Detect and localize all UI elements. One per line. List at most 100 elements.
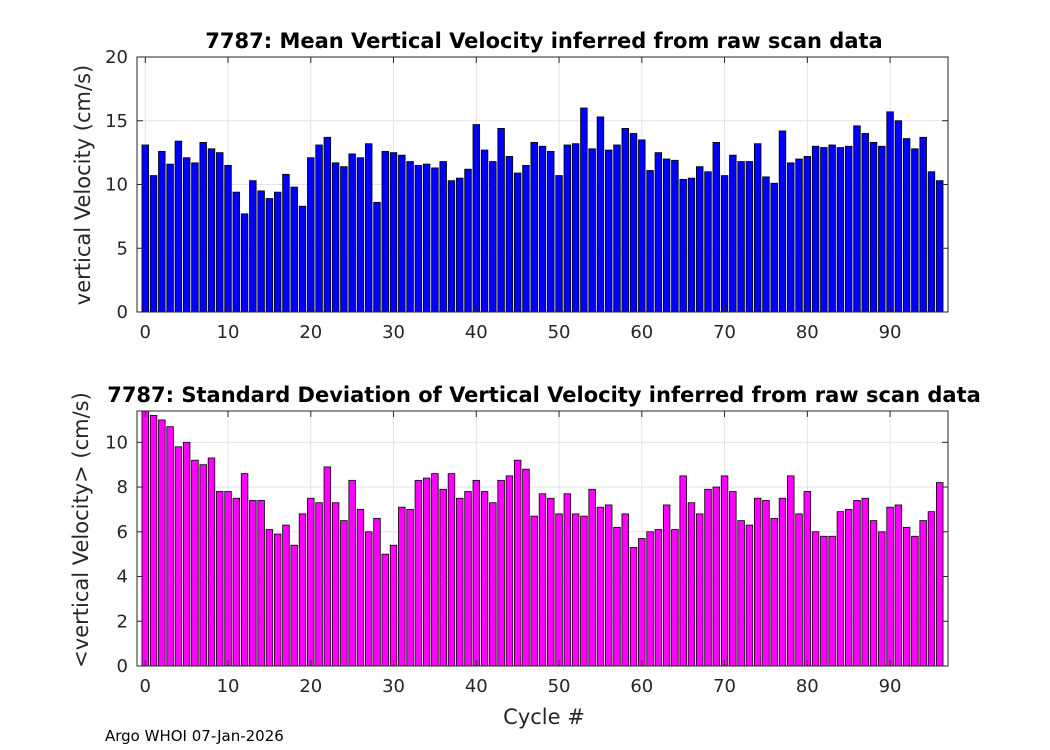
y-tick-label: 20 <box>105 47 128 68</box>
x-tick-label: 30 <box>382 322 405 343</box>
top-y-axis-label: vertical Velocity (cm/s) <box>71 65 95 305</box>
mean-velocity-chart: 0 10 20 30 40 50 60 70 80 90 0 5 10 15 20 7787: Mean V… <box>71 29 949 343</box>
y-tick-label: 0 <box>117 302 128 323</box>
x-tick-label: 90 <box>879 322 902 343</box>
bar <box>422 477 431 667</box>
bar <box>232 497 241 667</box>
bar <box>629 547 638 667</box>
x-tick-label: 60 <box>630 322 653 343</box>
x-tick-label: 80 <box>796 322 819 343</box>
bar <box>489 502 497 667</box>
bar <box>340 166 348 313</box>
bar <box>696 513 704 667</box>
bar <box>737 161 745 313</box>
bar <box>662 504 671 667</box>
bar <box>787 475 795 667</box>
x-tick-label: 30 <box>382 676 405 697</box>
bar <box>853 125 861 313</box>
bar <box>811 145 820 313</box>
bar <box>298 513 307 667</box>
x-tick-label: 50 <box>548 676 571 697</box>
bar <box>704 488 712 667</box>
bar <box>439 161 447 313</box>
bar <box>638 538 646 667</box>
bar <box>596 116 605 313</box>
bar <box>373 201 381 313</box>
bar <box>398 506 406 667</box>
x-tick-label: 60 <box>630 676 653 697</box>
bar <box>571 143 580 313</box>
bar <box>555 175 563 313</box>
bar <box>505 156 514 313</box>
bar <box>778 497 787 667</box>
bar <box>216 152 224 313</box>
bar <box>364 531 373 667</box>
bar <box>207 148 216 313</box>
bar <box>414 164 423 313</box>
bar <box>547 497 555 667</box>
bar <box>182 157 191 313</box>
bar <box>472 479 481 667</box>
bar <box>836 511 845 667</box>
bar <box>158 150 166 313</box>
bar <box>902 526 911 667</box>
bar <box>191 459 199 667</box>
x-tick-label: 0 <box>140 676 151 697</box>
bar <box>588 148 596 313</box>
bar <box>464 491 472 667</box>
bar <box>381 150 389 313</box>
bar <box>745 524 754 667</box>
bar <box>836 147 845 313</box>
footer-credit: Argo WHOI 07-Jan-2026 <box>105 727 284 745</box>
bottom-y-axis-label: <vertical Velocity> (cm/s) <box>69 392 93 668</box>
bottom-ticks: 0 10 20 30 40 50 60 70 80 90 0 2 4 6 8 10 <box>105 411 948 697</box>
bar <box>844 509 853 667</box>
bar <box>240 213 249 313</box>
bar <box>729 491 737 667</box>
bar <box>389 544 398 667</box>
bar <box>224 491 232 667</box>
bar <box>298 205 307 313</box>
bar <box>364 143 373 313</box>
bar <box>927 511 936 667</box>
bar <box>919 136 927 313</box>
bar <box>886 506 894 667</box>
bar <box>555 513 563 667</box>
bar <box>613 144 621 313</box>
bar <box>265 529 274 667</box>
bar <box>141 410 149 667</box>
bar <box>414 479 423 667</box>
bar <box>282 173 290 313</box>
bottom-axes-frame <box>136 410 949 667</box>
bar <box>257 500 265 667</box>
bar <box>431 167 439 313</box>
bar <box>927 171 936 313</box>
bar <box>811 531 820 667</box>
bar <box>439 488 447 667</box>
bar <box>199 464 207 667</box>
bar <box>273 191 282 313</box>
bar <box>894 504 903 667</box>
x-tick-label: 70 <box>713 322 736 343</box>
bar <box>613 526 621 667</box>
bar <box>629 133 638 313</box>
x-tick-label: 0 <box>140 322 151 343</box>
bar <box>580 107 588 313</box>
bar <box>604 149 613 313</box>
bar <box>795 158 803 313</box>
bar <box>878 145 886 313</box>
bar <box>158 419 166 667</box>
bar <box>149 175 158 313</box>
bar <box>538 145 547 313</box>
y-tick-label: 6 <box>117 522 128 543</box>
bar <box>861 497 869 667</box>
bar <box>878 531 886 667</box>
bar <box>762 500 770 667</box>
bar <box>671 159 679 313</box>
x-tick-label: 70 <box>713 676 736 697</box>
bar <box>902 138 911 313</box>
bar <box>406 161 414 313</box>
stddev-velocity-chart: 0 10 20 30 40 50 60 70 80 90 0 2 4 6 8 10 7787: Standar… <box>69 383 981 729</box>
bar <box>273 533 282 667</box>
bar <box>422 163 431 313</box>
